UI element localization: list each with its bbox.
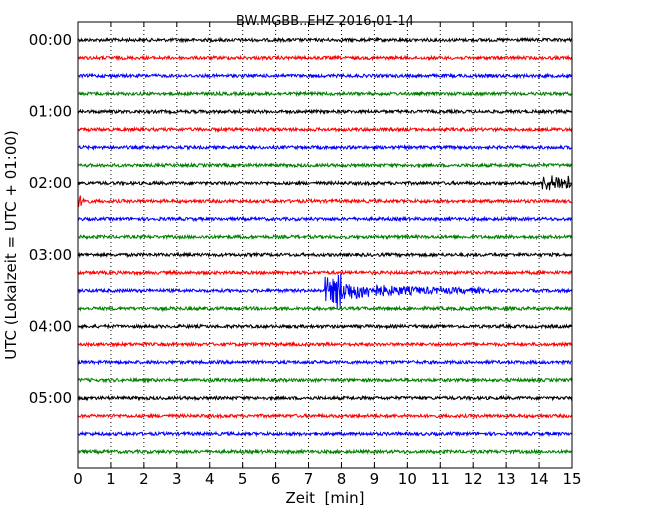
trace-0515 <box>77 412 573 420</box>
x-tick-label: 8 <box>337 470 347 488</box>
trace-0330 <box>77 273 573 310</box>
trace-0415 <box>77 340 573 348</box>
trace-0500 <box>77 394 573 402</box>
trace-0345 <box>77 305 573 312</box>
y-tick-label: 02:00 <box>29 174 72 192</box>
plot-frame <box>77 21 573 469</box>
x-tick-label: 12 <box>464 470 483 488</box>
traces <box>77 36 573 456</box>
y-tick-label: 04:00 <box>29 317 72 335</box>
x-tick-label: 11 <box>431 470 450 488</box>
y-tick-label: 00:00 <box>29 31 72 49</box>
x-tick-label: 5 <box>238 470 248 488</box>
trace-0115 <box>77 125 573 133</box>
x-tick-label: 9 <box>370 470 380 488</box>
trace-0215 <box>77 195 572 207</box>
y-axis-label: UTC (Lokalzeit = UTC + 01:00) <box>2 130 20 360</box>
trace-0430 <box>77 358 572 366</box>
trace-0445 <box>77 376 573 384</box>
trace-0545 <box>77 448 572 456</box>
trace-0030 <box>77 72 573 80</box>
trace-0000 <box>77 36 573 44</box>
x-tick-label: 4 <box>205 470 215 488</box>
x-tick-label: 1 <box>106 470 116 488</box>
x-axis-label: Zeit [min] <box>285 489 364 507</box>
ticks: 0 1 2 3 4 5 6 7 8 9 10 11 12 13 14 1500:0001:0002:0003:… <box>29 22 582 488</box>
y-tick-label: 03:00 <box>29 246 72 264</box>
trace-0015 <box>77 54 573 62</box>
y-tick-label: 01:00 <box>29 103 72 121</box>
trace-0300 <box>77 251 573 259</box>
x-tick-label: 15 <box>562 470 581 488</box>
trace-0245 <box>77 233 572 241</box>
trace-0400 <box>77 323 573 330</box>
x-tick-label: 10 <box>398 470 417 488</box>
x-tick-label: 6 <box>271 470 281 488</box>
grid-lines <box>110 22 540 468</box>
trace-0200 <box>77 175 573 191</box>
trace-0530 <box>77 430 573 438</box>
trace-0230 <box>77 215 573 223</box>
x-tick-label: 14 <box>530 470 549 488</box>
trace-0315 <box>77 269 573 277</box>
x-tick-label: 0 <box>73 470 83 488</box>
trace-0045 <box>77 90 573 98</box>
trace-0145 <box>77 161 573 169</box>
trace-0100 <box>77 108 573 116</box>
y-tick-label: 05:00 <box>29 389 72 407</box>
trace-0130 <box>77 143 572 151</box>
x-tick-label: 7 <box>304 470 314 488</box>
x-tick-label: 3 <box>172 470 182 488</box>
x-tick-label: 2 <box>139 470 149 488</box>
x-tick-label: 13 <box>497 470 516 488</box>
